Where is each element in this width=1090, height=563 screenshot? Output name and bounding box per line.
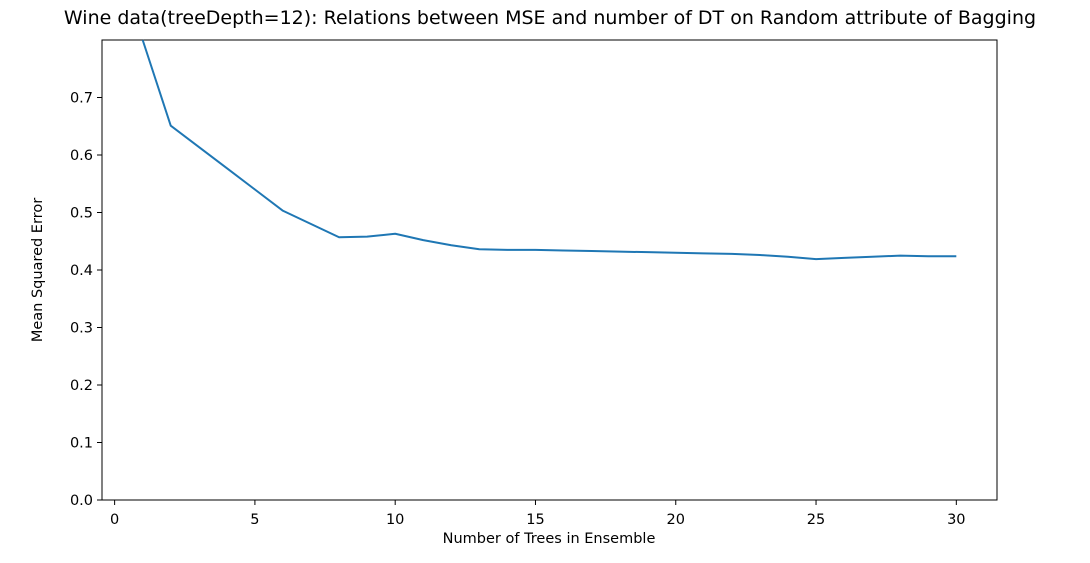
- x-tick-label: 10: [386, 512, 404, 528]
- x-tick-label: 0: [110, 512, 119, 528]
- x-tick-label: 20: [667, 512, 685, 528]
- y-tick-label: 0.3: [70, 321, 93, 337]
- x-axis-label: Number of Trees in Ensemble: [442, 531, 656, 547]
- x-tick-label: 5: [250, 512, 259, 528]
- x-tick-label: 25: [807, 512, 825, 528]
- y-tick-label: 0.1: [70, 436, 93, 452]
- x-tick-label: 30: [947, 512, 965, 528]
- y-tick-label: 0.5: [70, 206, 93, 222]
- y-tick-label: 0.0: [70, 493, 93, 509]
- y-tick-label: 0.4: [70, 263, 93, 279]
- x-tick-label: 15: [526, 512, 544, 528]
- chart-title: Wine data(treeDepth=12): Relations betwe…: [63, 7, 1037, 29]
- mse-line: [141, 39, 957, 261]
- y-tick-label: 0.6: [70, 148, 93, 164]
- y-tick-label: 0.2: [70, 378, 93, 394]
- axes-spines: [101, 39, 998, 501]
- y-tick-label: 0.7: [70, 91, 93, 107]
